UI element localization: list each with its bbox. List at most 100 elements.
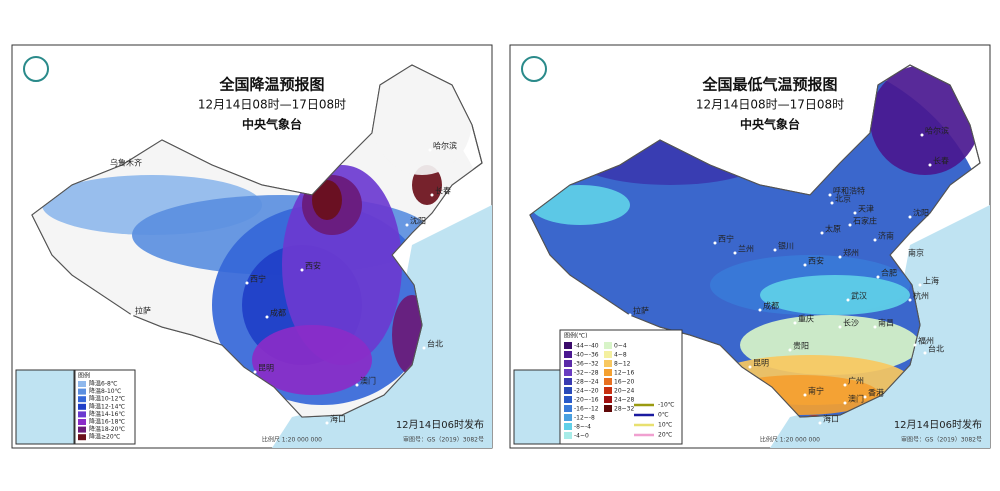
- legend-label: 0~4: [614, 343, 627, 350]
- city-dot: [355, 383, 359, 387]
- legend-label: -32~-28: [574, 370, 599, 377]
- city-dot: [300, 268, 304, 272]
- city-label: 成都: [270, 308, 286, 318]
- city-label: 沈阳: [410, 216, 426, 226]
- legend-swatch: [78, 396, 86, 403]
- map-approval: 审图号：GS（2019）3082号: [403, 436, 484, 444]
- city-dot: [788, 348, 792, 352]
- legend-label: -40~-36: [574, 352, 599, 359]
- region: [760, 275, 910, 315]
- city-dot: [908, 298, 912, 302]
- city-dot: [713, 241, 717, 245]
- city-label: 南京: [908, 248, 924, 258]
- map-subtitle: 12月14日08时—17日08时: [198, 98, 346, 112]
- sea: [272, 205, 492, 448]
- city-dot: [838, 255, 842, 259]
- city-dot: [422, 346, 426, 350]
- legend-swatch: [78, 381, 86, 387]
- legend-swatch: [604, 378, 612, 385]
- city-dot: [920, 133, 924, 137]
- legend-swatch: [564, 423, 572, 430]
- city-dot: [733, 251, 737, 255]
- city-label: 福州: [918, 337, 934, 346]
- legend-label: -16~-12: [574, 406, 599, 413]
- legend-swatch: [604, 405, 612, 412]
- legend-swatch: [564, 378, 572, 385]
- legend-swatch: [78, 411, 86, 418]
- city-dot: [876, 275, 880, 279]
- city-dot: [245, 281, 249, 285]
- city-label: 贵阳: [793, 341, 809, 351]
- map-title: 全国最低气温预报图: [701, 76, 837, 94]
- city-label: 澳门: [360, 376, 376, 386]
- legend-label: -24~-20: [574, 388, 599, 395]
- legend-label: -28~-24: [574, 379, 599, 386]
- legend-label: -10℃: [658, 402, 675, 409]
- city-label: 上海: [923, 276, 939, 286]
- legend-title: 图例(℃): [564, 332, 587, 340]
- city-dot: [873, 238, 877, 242]
- city-label: 昆明: [753, 359, 769, 368]
- city-label: 南宁: [808, 386, 824, 396]
- map-title: 全国降温预报图: [218, 76, 324, 94]
- legend-label: 降温12-14℃: [89, 402, 125, 410]
- city-dot: [908, 215, 912, 219]
- legend-label: 16~20: [614, 379, 634, 386]
- city-dot: [838, 325, 842, 329]
- sea: [770, 205, 990, 448]
- legend-label: 8~12: [614, 361, 631, 368]
- city-label: 杭州: [913, 291, 929, 301]
- logo: [23, 56, 49, 82]
- map-agency: 中央气象台: [242, 117, 302, 132]
- inset-map: [15, 369, 75, 445]
- legend-label: 降温8-10℃: [89, 387, 122, 395]
- city-label: 台北: [928, 344, 944, 354]
- city-dot: [628, 313, 632, 317]
- map-scale: 比例尺 1:20 000 000: [760, 436, 820, 444]
- city-label: 北京: [835, 194, 851, 204]
- legend-label: 降温6-8℃: [89, 380, 118, 388]
- city-label: 兰州: [738, 244, 754, 254]
- map-agency: 中央气象台: [740, 117, 800, 132]
- legend-label: 降温≥20℃: [89, 433, 121, 441]
- legend-label: 28~32: [614, 406, 634, 413]
- city-label: 乌鲁木齐: [110, 158, 142, 168]
- legend-label: 降温16-18℃: [89, 418, 125, 426]
- city-label: 石家庄: [853, 216, 877, 226]
- issued-date: 12月14日06时发布: [894, 418, 982, 431]
- city-label: 长春: [435, 186, 451, 196]
- city-dot: [846, 298, 850, 302]
- legend-swatch: [604, 387, 612, 394]
- legend-label: 降温10-12℃: [89, 395, 125, 403]
- legend-swatch: [78, 403, 86, 410]
- legend-swatch: [564, 396, 572, 403]
- city-dot: [923, 351, 927, 355]
- city-label: 西宁: [250, 274, 266, 284]
- city-dot: [428, 148, 432, 152]
- city-label: 呼和浩特: [833, 186, 865, 196]
- legend-label: 10℃: [658, 422, 673, 429]
- logo: [521, 56, 547, 82]
- legend-swatch: [604, 396, 612, 403]
- legend-label: 12~16: [614, 370, 634, 377]
- city-dot: [803, 393, 807, 397]
- city-dot: [130, 313, 134, 317]
- legend-swatch: [564, 405, 572, 412]
- legend-swatch: [604, 360, 612, 367]
- legend-label: -44~-40: [574, 343, 599, 350]
- map-approval: 审图号：GS（2019）3082号: [901, 436, 982, 444]
- city-label: 济南: [878, 231, 894, 241]
- legend-swatch: [564, 360, 572, 367]
- region: [252, 325, 372, 395]
- legend-swatch: [604, 369, 612, 376]
- legend-swatch: [78, 419, 86, 425]
- city-dot: [105, 165, 109, 169]
- city-label: 昆明: [258, 364, 274, 373]
- city-label: 拉萨: [135, 306, 151, 316]
- city-dot: [843, 383, 847, 387]
- city-label: 南昌: [878, 318, 894, 328]
- city-label: 成都: [763, 301, 779, 311]
